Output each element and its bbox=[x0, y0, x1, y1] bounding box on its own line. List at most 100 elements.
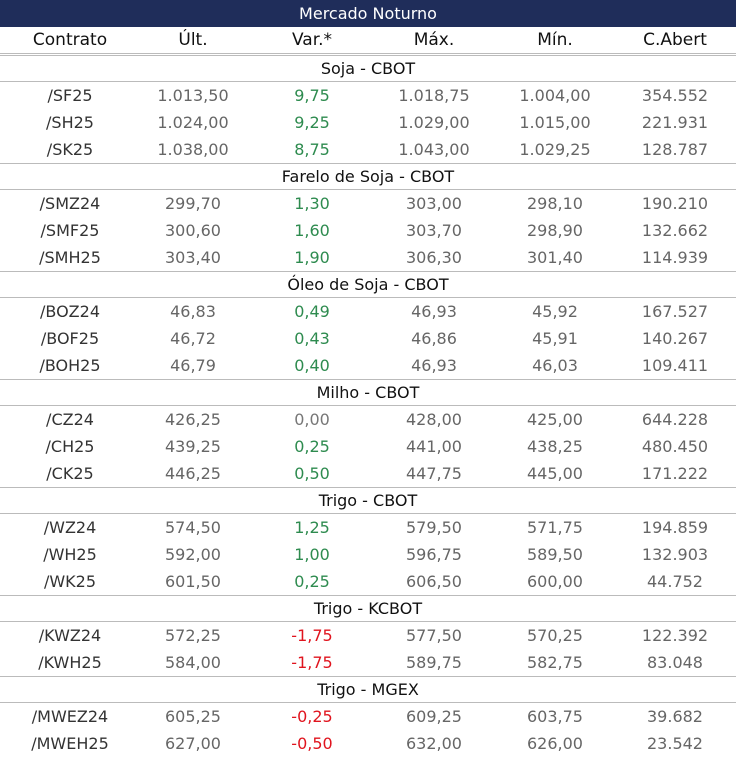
value-cell: 596,75 bbox=[406, 545, 462, 564]
value-cell: 570,25 bbox=[527, 626, 583, 645]
contract: /WZ24 bbox=[43, 518, 97, 537]
contract: /BOF25 bbox=[40, 329, 100, 348]
value-cell: 44.752 bbox=[647, 572, 703, 591]
data-row: /CK25 446,25 0,50 447,75 445,00 171.222 bbox=[0, 460, 736, 487]
value-cell: 0,43 bbox=[294, 329, 330, 348]
value-cell: 1.029,25 bbox=[519, 140, 591, 159]
value-cell: 303,70 bbox=[406, 221, 462, 240]
section-header: Soja - CBOT bbox=[0, 55, 736, 82]
value-cell: 167.527 bbox=[641, 302, 709, 321]
value-cell: 303,40 bbox=[165, 248, 221, 267]
value-cell: 425,00 bbox=[527, 410, 583, 429]
value-cell: 140.267 bbox=[641, 329, 709, 348]
data-row: /WH25 592,00 1,00 596,75 589,50 132.903 bbox=[0, 541, 736, 568]
contract: /CZ24 bbox=[46, 410, 94, 429]
value-cell: 1,60 bbox=[294, 221, 330, 240]
value-cell: 589,50 bbox=[527, 545, 583, 564]
value-cell: 46,79 bbox=[170, 356, 216, 375]
value-cell: 601,50 bbox=[165, 572, 221, 591]
value-cell: 194.859 bbox=[641, 518, 709, 537]
value-cell: 603,75 bbox=[527, 707, 583, 726]
value-cell: 298,10 bbox=[527, 194, 583, 213]
value-cell: 8,75 bbox=[294, 140, 330, 159]
value-cell: 592,00 bbox=[165, 545, 221, 564]
value-cell: 300,60 bbox=[165, 221, 221, 240]
value-cell: 114.939 bbox=[641, 248, 709, 267]
value-cell: 46,03 bbox=[532, 356, 578, 375]
value-cell: 303,00 bbox=[406, 194, 462, 213]
value-cell: 128.787 bbox=[641, 140, 709, 159]
value-cell: 1.038,00 bbox=[157, 140, 229, 159]
value-cell: 9,75 bbox=[294, 86, 330, 105]
contract: /WH25 bbox=[43, 545, 97, 564]
value-cell: 45,92 bbox=[532, 302, 578, 321]
value-cell: 626,00 bbox=[527, 734, 583, 753]
data-row: /KWZ24 572,25 -1,75 577,50 570,25 122.392 bbox=[0, 622, 736, 649]
value-cell: 584,00 bbox=[165, 653, 221, 672]
contract: /BOH25 bbox=[39, 356, 101, 375]
value-cell: 600,00 bbox=[527, 572, 583, 591]
value-cell: 132.662 bbox=[641, 221, 709, 240]
column-header: Contrato bbox=[32, 30, 108, 50]
value-cell: 1,25 bbox=[294, 518, 330, 537]
value-cell: 46,93 bbox=[411, 302, 457, 321]
value-cell: 109.411 bbox=[641, 356, 709, 375]
contract: /SMZ24 bbox=[39, 194, 101, 213]
value-cell: 582,75 bbox=[527, 653, 583, 672]
column-header: Máx. bbox=[413, 30, 455, 50]
value-cell: 306,30 bbox=[406, 248, 462, 267]
value-cell: 221.931 bbox=[641, 113, 709, 132]
value-cell: -0,25 bbox=[291, 707, 333, 726]
value-cell: 1.024,00 bbox=[157, 113, 229, 132]
value-cell: 589,75 bbox=[406, 653, 462, 672]
contract: /KWH25 bbox=[38, 653, 102, 672]
section-header: Óleo de Soja - CBOT bbox=[0, 271, 736, 298]
value-cell: 301,40 bbox=[527, 248, 583, 267]
value-cell: 132.903 bbox=[641, 545, 709, 564]
value-cell: 627,00 bbox=[165, 734, 221, 753]
contract: /WK25 bbox=[43, 572, 97, 591]
value-cell: 571,75 bbox=[527, 518, 583, 537]
value-cell: 1.015,00 bbox=[519, 113, 591, 132]
section-header: Farelo de Soja - CBOT bbox=[0, 163, 736, 190]
column-header: Var.* bbox=[291, 30, 333, 50]
value-cell: 1.004,00 bbox=[519, 86, 591, 105]
value-cell: 0,40 bbox=[294, 356, 330, 375]
value-cell: 480.450 bbox=[641, 437, 709, 456]
section-header: Trigo - KCBOT bbox=[0, 595, 736, 622]
value-cell: 1.029,00 bbox=[398, 113, 470, 132]
data-row: /BOZ24 46,83 0,49 46,93 45,92 167.527 bbox=[0, 298, 736, 325]
value-cell: 605,25 bbox=[165, 707, 221, 726]
value-cell: -0,50 bbox=[291, 734, 333, 753]
value-cell: 632,00 bbox=[406, 734, 462, 753]
value-cell: 171.222 bbox=[641, 464, 709, 483]
contract: /CK25 bbox=[46, 464, 94, 483]
value-cell: 572,25 bbox=[165, 626, 221, 645]
value-cell: 1,90 bbox=[294, 248, 330, 267]
value-cell: 0,25 bbox=[294, 437, 330, 456]
value-cell: 579,50 bbox=[406, 518, 462, 537]
data-row: /BOF25 46,72 0,43 46,86 45,91 140.267 bbox=[0, 325, 736, 352]
value-cell: 1,30 bbox=[294, 194, 330, 213]
value-cell: 447,75 bbox=[406, 464, 462, 483]
data-row: /MWEZ24 605,25 -0,25 609,25 603,75 39.682 bbox=[0, 703, 736, 730]
data-row: /SMF25 300,60 1,60 303,70 298,90 132.662 bbox=[0, 217, 736, 244]
value-cell: 39.682 bbox=[647, 707, 703, 726]
contract: /SMF25 bbox=[40, 221, 100, 240]
value-cell: 1,00 bbox=[294, 545, 330, 564]
value-cell: 1.043,00 bbox=[398, 140, 470, 159]
value-cell: 574,50 bbox=[165, 518, 221, 537]
value-cell: 83.048 bbox=[647, 653, 703, 672]
section-header: Trigo - MGEX bbox=[0, 676, 736, 703]
data-row: /SMH25 303,40 1,90 306,30 301,40 114.939 bbox=[0, 244, 736, 271]
table-title: Mercado Noturno bbox=[0, 0, 736, 27]
data-row: /CZ24 426,25 0,00 428,00 425,00 644.228 bbox=[0, 406, 736, 433]
value-cell: 428,00 bbox=[406, 410, 462, 429]
value-cell: -1,75 bbox=[291, 653, 333, 672]
contract: /KWZ24 bbox=[38, 626, 102, 645]
data-row: /BOH25 46,79 0,40 46,93 46,03 109.411 bbox=[0, 352, 736, 379]
value-cell: 0,49 bbox=[294, 302, 330, 321]
value-cell: 445,00 bbox=[527, 464, 583, 483]
column-header: Últ. bbox=[178, 30, 208, 50]
